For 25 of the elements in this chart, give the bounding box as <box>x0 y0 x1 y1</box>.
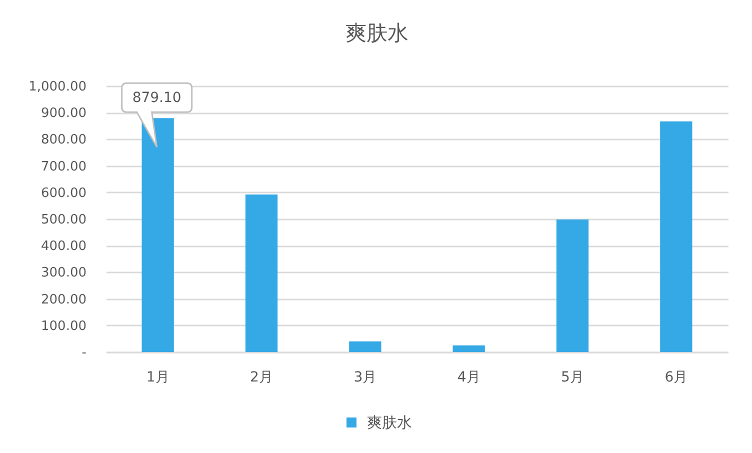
x-tick-label: 5月 <box>561 370 584 386</box>
y-tick-label: 500.00 <box>41 212 86 228</box>
x-tick-label: 3月 <box>354 370 377 386</box>
y-tick-label: 800.00 <box>41 132 86 148</box>
y-tick-label: 400.00 <box>41 239 86 254</box>
x-tick-label: 1月 <box>146 370 170 386</box>
chart-title: 爽肤水 <box>346 21 408 45</box>
y-tick-label: 600.00 <box>41 186 86 201</box>
data-label: 879.10 <box>132 90 182 106</box>
y-tick-label: - <box>82 346 87 360</box>
x-tick-label: 6月 <box>664 370 688 386</box>
x-tick-label: 4月 <box>457 370 480 386</box>
y-tick-label: 700.00 <box>41 159 86 174</box>
y-tick-label: 1,000.00 <box>28 80 86 94</box>
bar <box>349 341 382 352</box>
bar <box>245 194 278 352</box>
y-tick-label: 300.00 <box>41 266 86 281</box>
y-tick-label: 900.00 <box>41 106 86 122</box>
bar <box>452 345 485 352</box>
bar <box>556 220 589 352</box>
y-tick-label: 200.00 <box>41 292 86 308</box>
legend-label: 爽肤水 <box>367 414 412 432</box>
x-tick-label: 2月 <box>250 370 273 386</box>
y-tick-label: 100.00 <box>41 318 86 334</box>
bar <box>660 121 692 352</box>
